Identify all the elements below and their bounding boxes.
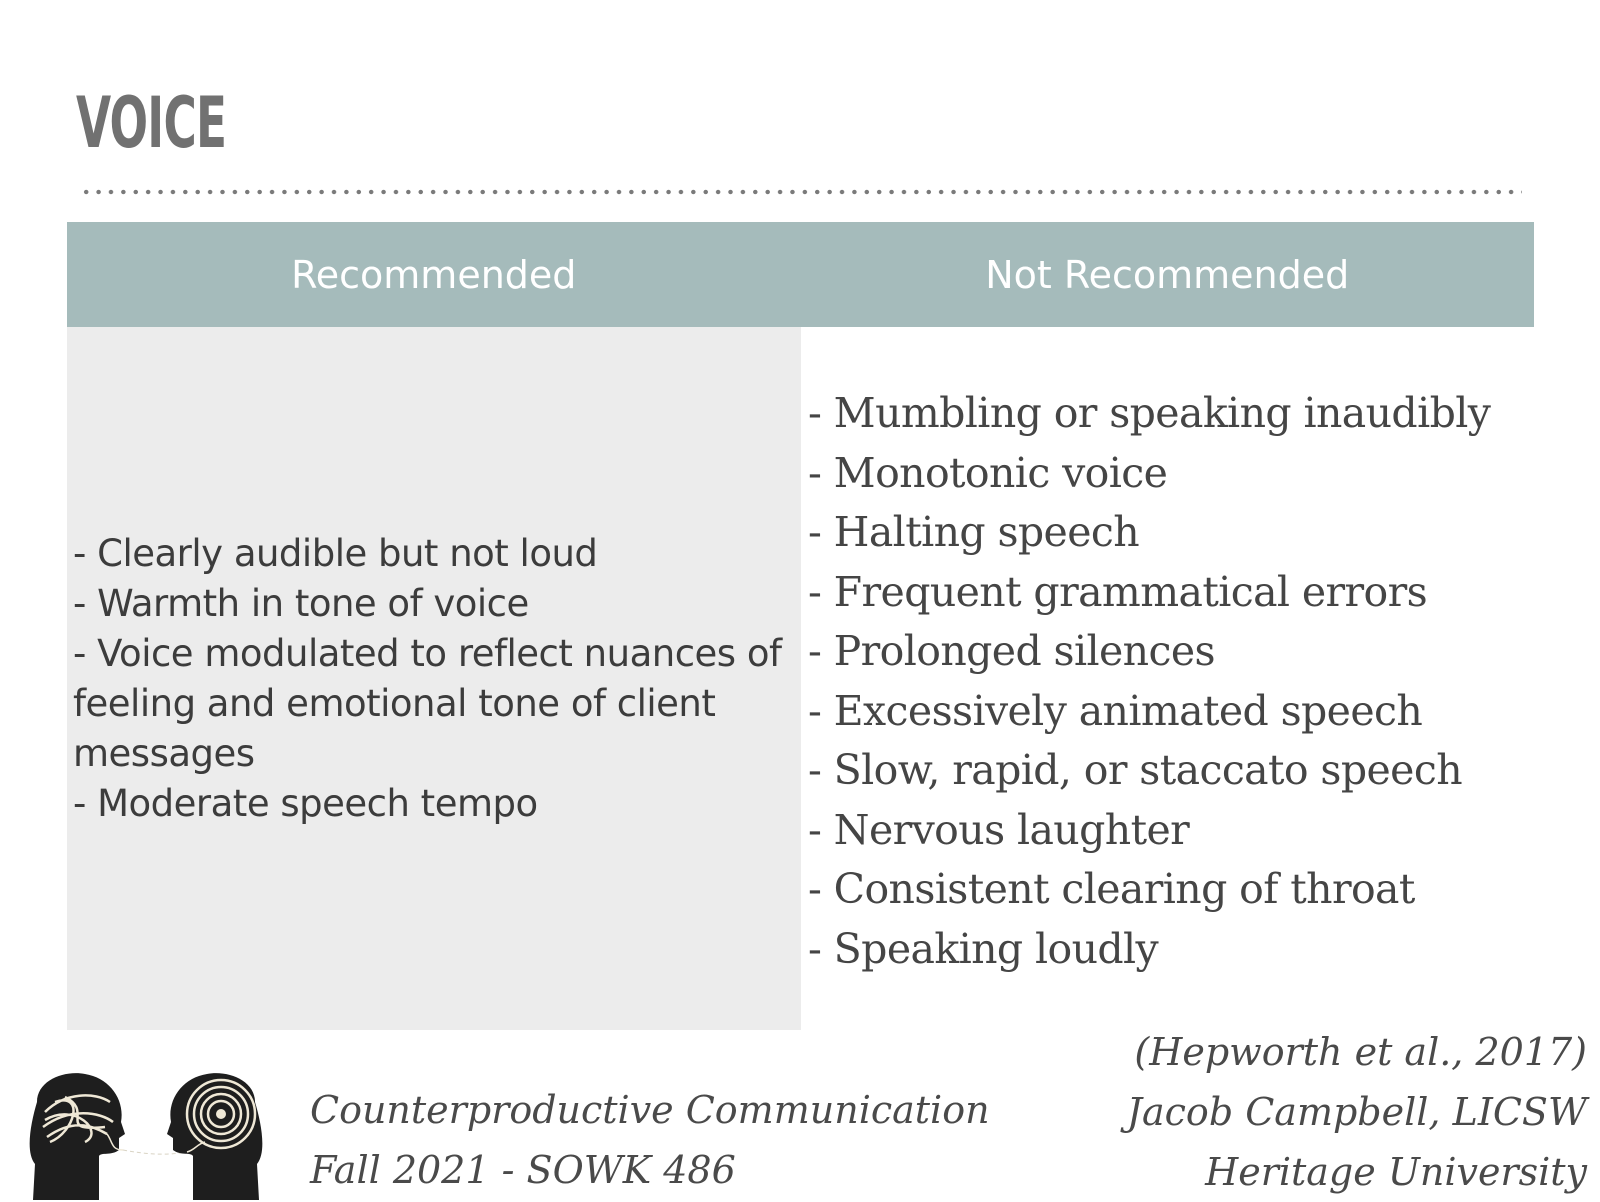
table-header: Recommended Not Recommended [67,222,1534,327]
list-item: - Warmth in tone of voice [73,581,529,625]
attribution: (Hepworth et al., 2017) Jacob Campbell, … [1127,1022,1587,1202]
author: Jacob Campbell, LICSW [1126,1090,1587,1134]
list-item: - Consistent clearing of throat [808,865,1415,913]
list-item: - Frequent grammatical errors [808,567,1428,616]
list-item: - Clearly audible but not loud [73,531,598,575]
recommended-cell: - Clearly audible but not loud - Warmth … [67,327,801,1030]
course-term: Fall 2021 - SOWK 486 [310,1148,736,1192]
slide-title: VOICE [76,82,227,164]
list-item: - Speaking loudly [808,924,1159,973]
recommended-list: - Clearly audible but not loud - Warmth … [67,529,801,829]
list-item: - Voice modulated to reflect nuances of … [73,631,782,775]
list-item: - Slow, rapid, or staccato speech [808,746,1463,794]
two-heads-communication-icon [29,1073,263,1200]
course-info: Counterproductive Communication Fall 202… [310,1080,990,1200]
not-recommended-list: - Mumbling or speaking inaudibly - Monot… [808,384,1491,979]
list-item: - Mumbling or speaking inaudibly [808,389,1491,437]
header-recommended: Recommended [291,252,577,297]
list-item: - Excessively animated speech [808,686,1423,735]
list-item: - Nervous laughter [808,805,1190,854]
list-item: - Moderate speech tempo [73,781,538,825]
list-item: - Halting speech [808,508,1140,556]
list-item: - Monotonic voice [808,448,1168,497]
dotted-divider [80,189,1522,195]
institution: Heritage University [1205,1150,1587,1194]
list-item: - Prolonged silences [808,627,1216,675]
course-title: Counterproductive Communication [310,1088,990,1132]
header-not-recommended: Not Recommended [985,252,1350,297]
citation: (Hepworth et al., 2017) [1134,1030,1587,1074]
